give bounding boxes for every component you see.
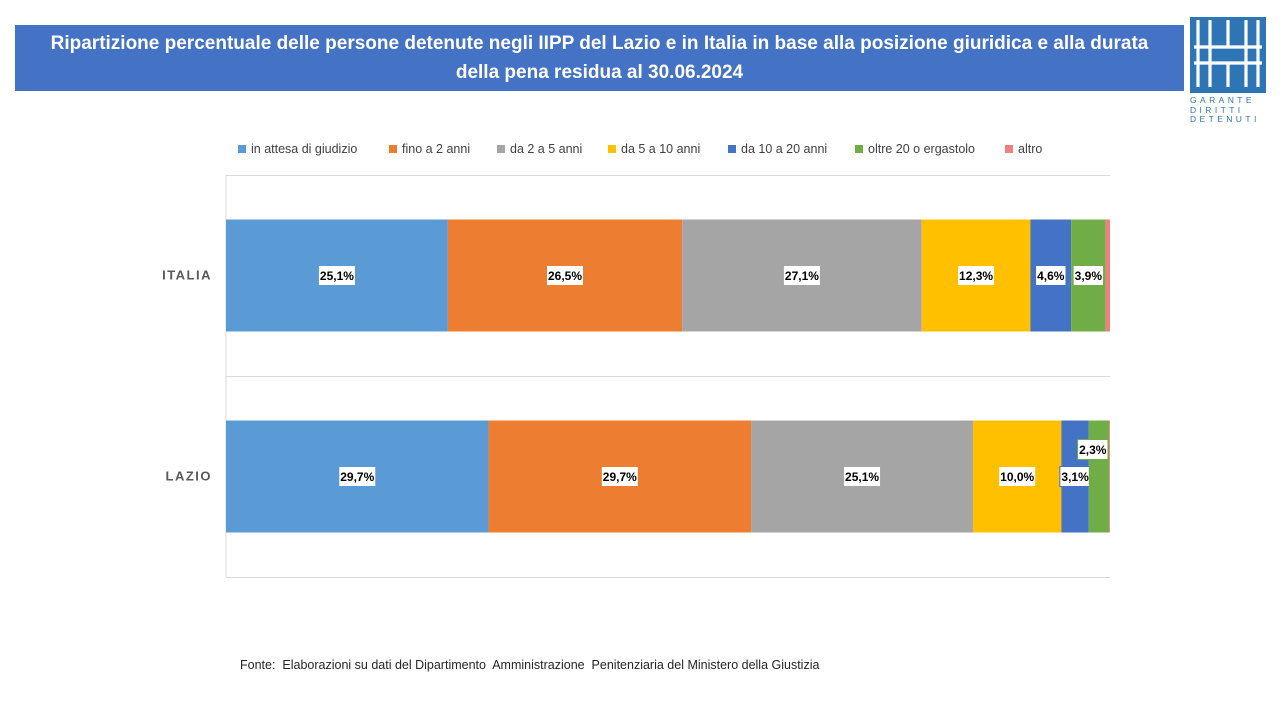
data-label: 27,1% [785,269,819,283]
data-label-box [338,466,377,487]
logo-line: DIRITTI [1190,104,1244,115]
data-label: 4,6% [1037,269,1065,283]
legend-label: da 10 a 20 anni [741,142,828,156]
data-label: 2,3% [1079,443,1107,457]
legend-item: oltre 20 o ergastolo [855,140,975,158]
legend-label: da 2 a 5 anni [510,142,583,156]
legend-label: oltre 20 o ergastolo [868,142,976,156]
legend-label: in attesa di giudizio [251,142,358,156]
data-label-box [317,265,356,286]
legend-swatch [238,145,246,153]
data-label-box [1035,265,1067,286]
data-label-box [1072,265,1105,286]
legend-swatch [497,145,505,153]
data-label: 3,9% [1075,269,1103,283]
legend-label: da 5 a 10 anni [621,142,701,156]
category-label: LAZIO [166,469,213,484]
data-label-box [957,265,996,286]
legend-label: altro [1018,142,1043,156]
data-label-box [546,265,585,286]
data-label: 29,7% [603,470,637,484]
logo-text: GARANTE DIRITTI DETENUTI [1190,95,1268,125]
legend-item: altro [1005,140,1042,158]
bar-segment [1109,420,1110,533]
garante-logo: GARANTE DIRITTI DETENUTI [1188,17,1268,125]
data-label: 3,1% [1061,470,1089,484]
bar-segment [1088,420,1110,533]
data-label-box [600,466,639,487]
legend-swatch [1005,145,1013,153]
data-label-box [843,466,882,487]
legend-swatch [855,145,863,153]
data-label: 25,1% [320,269,354,283]
data-label-box [998,466,1037,487]
data-label: 29,7% [340,470,374,484]
logo-line: DETENUTI [1190,114,1260,124]
bar-segment [1105,219,1110,332]
data-label: 26,5% [548,269,582,283]
category-label: ITALIA [162,268,212,283]
legend-item: da 2 a 5 anni [497,140,582,158]
logo-line: GARANTE [1190,95,1255,105]
logo-mark-icon [1190,17,1266,93]
data-label-box [1077,439,1109,460]
data-label: 12,3% [959,269,993,283]
chart-title-banner: Ripartizione percentuale delle persone d… [15,25,1184,91]
legend-item: fino a 2 anni [389,140,470,158]
legend-item: in attesa di giudizio [238,140,357,158]
data-label: 25,1% [845,470,879,484]
data-label: 10,0% [1000,470,1034,484]
legend-item: da 5 a 10 anni [608,140,700,158]
legend-swatch [728,145,736,153]
legend-label: fino a 2 anni [402,142,471,156]
chart-title: Ripartizione percentuale delle persone d… [50,33,1149,83]
legend-swatch [608,145,616,153]
legend-item: da 10 a 20 anni [728,140,827,158]
data-label-box [782,265,821,286]
legend-swatch [389,145,397,153]
source-note: Fonte: Elaborazioni su dati del Dipartim… [240,658,820,672]
chart-legend: in attesa di giudizio fino a 2 anni da 2… [0,140,1280,158]
